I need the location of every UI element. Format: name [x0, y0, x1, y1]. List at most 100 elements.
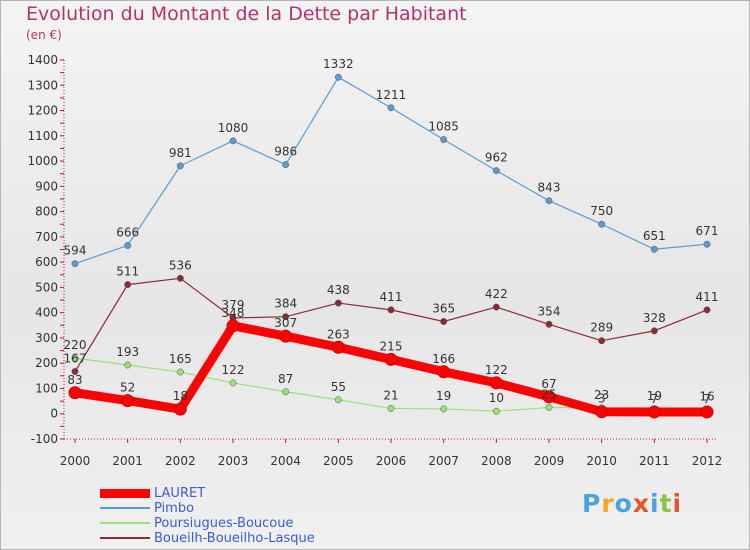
y-tick-label: 1300 — [27, 78, 58, 92]
data-label-lauret: 122 — [485, 363, 508, 377]
data-point-poursiugues — [71, 354, 79, 362]
data-point-boueilh — [492, 303, 500, 311]
data-label-pimbo: 594 — [64, 244, 87, 258]
data-point-pimbo — [598, 220, 606, 228]
x-tick-label: 2004 — [270, 454, 301, 468]
data-point-lauret — [68, 386, 82, 400]
data-point-poursiugues — [334, 396, 342, 404]
legend-label-pimbo: Pimbo — [154, 501, 195, 516]
y-tick-label: 200 — [35, 356, 58, 370]
data-label-poursiugues: 16 — [699, 390, 714, 404]
y-tick-label: 400 — [35, 306, 58, 320]
data-label-boueilh: 289 — [590, 321, 613, 335]
x-tick-label: 2010 — [586, 454, 617, 468]
data-point-lauret — [437, 365, 451, 379]
legend-swatch-lauret — [100, 489, 150, 498]
data-labels: 594 666 981 1080 986 1332 1211 1085 962 843 750 651… — [64, 57, 719, 406]
data-label-boueilh: 411 — [380, 290, 403, 304]
data-label-lauret: 215 — [380, 339, 403, 353]
data-label-pimbo: 651 — [643, 229, 666, 243]
data-label-pimbo: 1085 — [428, 120, 459, 134]
data-label-pimbo: 986 — [274, 145, 297, 159]
x-tick-label: 2006 — [376, 454, 407, 468]
data-label-poursiugues: 19 — [436, 389, 451, 403]
data-label-pimbo: 1080 — [218, 121, 249, 135]
data-label-boueilh: 167 — [64, 352, 87, 366]
data-label-pimbo: 981 — [169, 146, 192, 160]
data-point-poursiugues — [282, 388, 290, 396]
data-point-boueilh — [124, 281, 132, 289]
data-label-lauret: 83 — [67, 373, 82, 387]
data-label-boueilh: 328 — [643, 311, 666, 325]
data-point-lauret — [595, 405, 609, 419]
data-label-poursiugues: 23 — [594, 388, 609, 402]
x-tick-label: 2012 — [692, 454, 723, 468]
x-tick-label: 2005 — [323, 454, 354, 468]
data-label-poursiugues: 55 — [331, 380, 346, 394]
legend-item-pimbo: Pimbo — [100, 501, 360, 516]
y-tick-label: 1100 — [27, 129, 58, 143]
logo-letter: x — [632, 489, 650, 518]
data-label-boueilh: 365 — [432, 302, 455, 316]
data-label-pimbo: 750 — [590, 204, 613, 218]
data-point-lauret — [121, 394, 135, 408]
data-point-pimbo — [176, 162, 184, 170]
y-tick-label: 0 — [50, 407, 58, 421]
data-label-lauret: 7 — [703, 392, 711, 406]
y-tick-label: 1400 — [27, 53, 58, 67]
data-point-pimbo — [387, 104, 395, 112]
data-label-lauret: 166 — [432, 352, 455, 366]
data-point-pimbo — [282, 161, 290, 169]
data-label-poursiugues: 25 — [541, 387, 556, 401]
data-point-pimbo — [334, 73, 342, 81]
y-tick-label: -100 — [31, 432, 58, 446]
data-point-pimbo — [650, 245, 658, 253]
legend-swatch-poursiugues — [100, 522, 150, 524]
logo-letter: o — [614, 489, 633, 518]
logo-letter: P — [582, 489, 602, 518]
y-tick-label: 600 — [35, 255, 58, 269]
data-label-poursiugues: 87 — [278, 372, 293, 386]
chart-title: Evolution du Montant de la Dette par Hab… — [26, 3, 467, 25]
data-label-boueilh: 536 — [169, 258, 192, 272]
logo-letter: i — [650, 489, 660, 518]
data-label-lauret: 52 — [120, 381, 135, 395]
x-tick-label: 2003 — [218, 454, 249, 468]
data-label-lauret: 7 — [651, 392, 659, 406]
y-tick-label: 1000 — [27, 154, 58, 168]
x-tick-label: 2008 — [481, 454, 512, 468]
x-tick-label: 2009 — [534, 454, 565, 468]
data-label-boueilh: 438 — [327, 283, 350, 297]
data-point-boueilh — [440, 318, 448, 325]
data-label-pimbo: 1211 — [376, 88, 407, 102]
logo-letter: i — [672, 489, 683, 518]
data-label-boueilh: 384 — [274, 297, 297, 311]
data-point-poursiugues — [229, 379, 237, 387]
proxiti-logo: Proxiti — [582, 489, 682, 518]
chart-subtitle: (en €) — [26, 28, 62, 42]
data-label-pimbo: 666 — [116, 225, 139, 239]
data-point-boueilh — [387, 306, 395, 314]
data-point-poursiugues — [176, 368, 184, 376]
data-label-lauret: 348 — [222, 306, 245, 320]
data-point-lauret — [700, 405, 714, 419]
data-point-pimbo — [124, 242, 132, 249]
legend-swatch-boueilh — [100, 537, 150, 539]
data-label-poursiugues: 19 — [647, 389, 662, 403]
data-point-boueilh — [282, 313, 290, 321]
legend-label-lauret: LAURET — [154, 486, 206, 501]
legend-swatch-pimbo — [100, 507, 150, 509]
y-tick-label: 700 — [35, 230, 58, 244]
data-point-poursiugues — [387, 404, 395, 412]
data-point-boueilh — [703, 306, 711, 314]
legend-item-boueilh: Boueilh-Boueilho-Lasque — [100, 531, 360, 546]
data-point-boueilh — [176, 274, 184, 282]
data-label-poursiugues: 122 — [222, 363, 245, 377]
y-tick-label: 100 — [35, 381, 58, 395]
x-tick-label: 2001 — [112, 454, 143, 468]
y-tick-label: 900 — [35, 179, 58, 193]
data-label-lauret: 3 — [598, 392, 606, 406]
legend-item-lauret: LAURET — [100, 486, 360, 501]
data-point-pimbo — [229, 137, 237, 145]
data-label-boueilh: 511 — [116, 265, 139, 279]
